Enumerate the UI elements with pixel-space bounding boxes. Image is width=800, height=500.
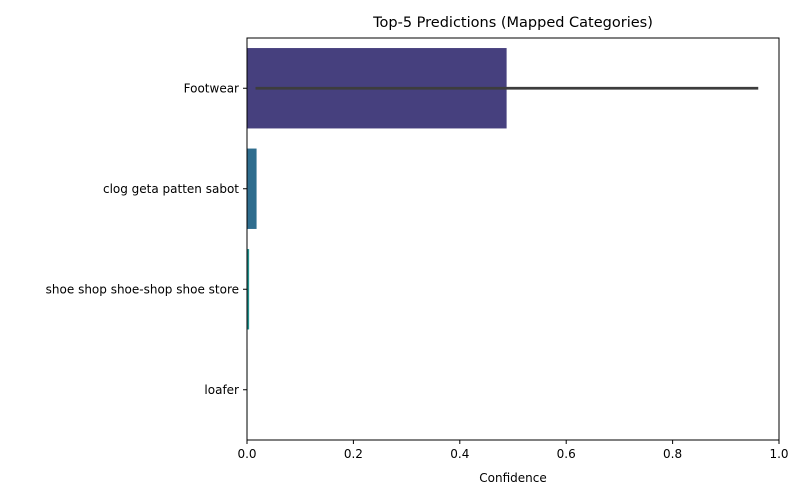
bar-2 [247,249,250,330]
plot-frame [246,37,780,441]
y-tick-label-0: Footwear [184,81,239,95]
x-tick-label-2: 0.4 [450,447,469,461]
plot-area: Footwear clog geta patten sabot shoe shop … [46,37,789,461]
y-tick-label-2: shoe shop shoe-shop shoe store [46,282,239,296]
x-tick-label-5: 1.0 [769,447,788,461]
y-tick-label-3: loafer [204,383,239,397]
x-tick-label-3: 0.6 [557,447,576,461]
y-tick-label-1: clog geta patten sabot [103,182,239,196]
x-tick-label-0: 0.0 [237,447,256,461]
x-tick-label-4: 0.8 [663,447,682,461]
x-axis-label: Confidence [479,471,546,485]
x-tick-label-1: 0.2 [344,447,363,461]
chart-title: Top-5 Predictions (Mapped Categories) [372,15,653,31]
bar-1 [247,148,257,229]
